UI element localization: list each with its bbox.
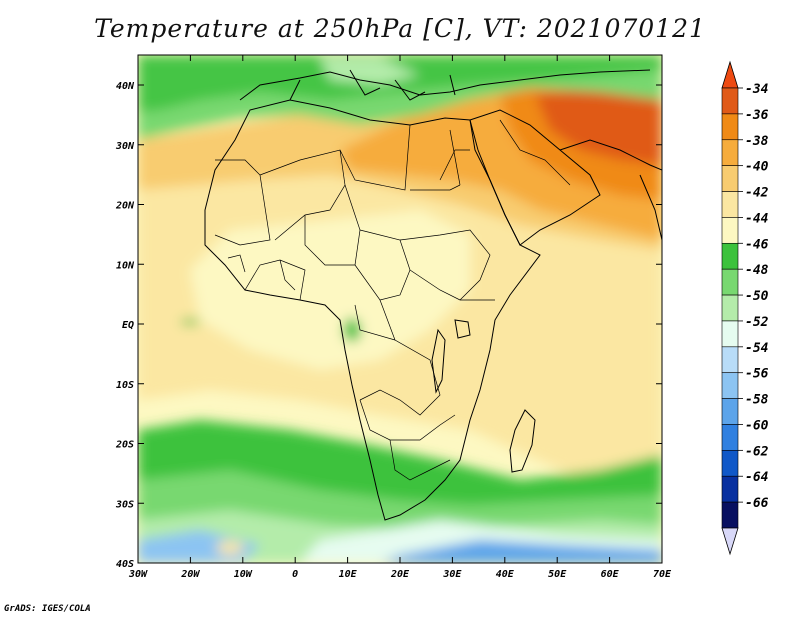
coastlines [204,69,662,521]
colorbar-top-arrow [721,60,739,89]
lon-tick-label: 20W [180,569,200,580]
longitude-axis: 30W 20W 10W 0 10E 20E 30E 40E 50E 60E 70E [128,55,672,580]
colorbar-swatch [721,87,739,115]
colorbar-swatch [721,268,739,296]
lat-tick-label: 40N [116,81,135,92]
colorbar-label: -56 [745,367,769,382]
colorbar-swatch [721,113,739,141]
colorbar-label: -54 [745,341,769,356]
lat-tick-label: 10N [116,260,135,271]
colorbar-label: -58 [745,393,769,408]
colorbar-label: -36 [745,108,769,123]
colorbar-swatch [721,320,739,348]
lon-tick-label: 60E [601,569,620,580]
colorbar-label: -48 [745,263,769,278]
colorbar-label: -62 [745,444,769,459]
colorbar-label: -44 [745,211,769,226]
colorbar-swatch [721,346,739,374]
lon-tick-label: 30E [442,569,462,580]
lat-tick-label: 40S [116,559,134,570]
latitude-axis: 40N 30N 20N 10N EQ 10S 20S 30S 40S [115,81,662,570]
colorbar: -34 -36 -38 -40 -42 -44 -46 -48 -50 -52 -54 -56 -58 -… [721,60,769,556]
colorbar-swatch [721,242,739,270]
colorbar-label: -42 [745,186,769,201]
lat-tick-label: 20N [115,201,135,212]
lon-tick-label: 70E [653,569,672,580]
colorbar-swatch [721,372,739,399]
colorbar-label: -64 [745,470,769,485]
lon-tick-label: 20E [390,569,410,580]
colorbar-swatch [721,450,739,477]
lon-tick-label: 50E [548,569,567,580]
colorbar-swatch [721,139,739,166]
colorbar-label: -46 [745,237,769,252]
colorbar-swatch [721,191,739,218]
colorbar-label: -40 [745,160,769,175]
colorbar-swatch [721,165,739,192]
map-title: Temperature at 250hPa [C], VT: 202107012… [94,14,706,43]
colorbar-swatch [721,294,739,322]
temperature-field [138,55,662,563]
lat-tick-label: 20S [115,440,134,451]
colorbar-label: -66 [745,496,769,511]
colorbar-swatch [721,424,739,451]
lon-tick-label: 10W [234,569,253,580]
lat-tick-label: EQ [122,320,134,331]
colorbar-swatch [721,501,739,529]
colorbar-label: -50 [745,289,769,304]
colorbar-swatch [721,217,739,244]
colorbar-label: -52 [745,315,769,330]
lat-tick-label: 10S [116,380,134,391]
colorbar-bottom-arrow [721,527,739,556]
country-borders [214,119,571,481]
colorbar-label: -34 [745,82,769,97]
colorbar-swatch [721,475,739,503]
lon-tick-label: 30W [128,569,148,580]
lon-tick-label: 40E [496,569,515,580]
colorbar-label: -38 [745,134,769,149]
lat-tick-label: 30S [115,499,134,510]
lon-tick-label: 10E [339,569,358,580]
grads-credit: GrADS: IGES/COLA [4,604,91,614]
colorbar-label: -60 [745,418,769,433]
colorbar-swatch [721,398,739,425]
lat-tick-label: 30N [115,141,135,152]
lon-tick-label: 0 [292,569,298,580]
